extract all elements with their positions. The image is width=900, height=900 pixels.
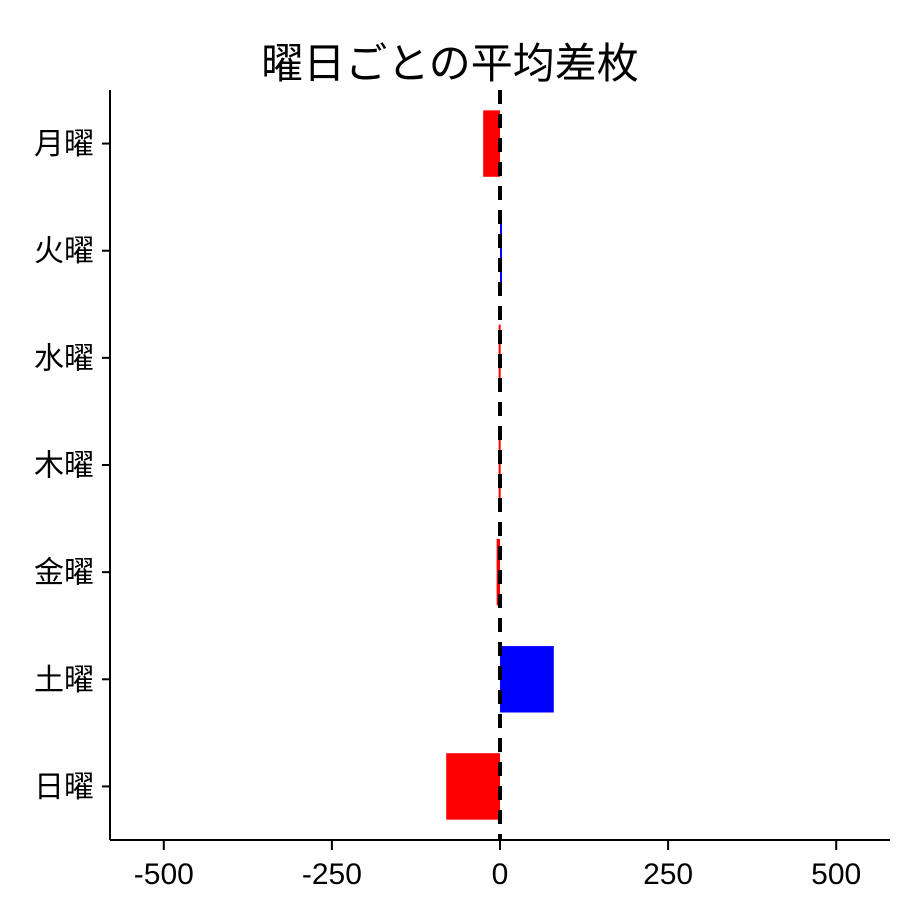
y-tick-label: 月曜 — [34, 128, 94, 161]
bar-5 — [500, 646, 554, 712]
y-tick-label: 土曜 — [34, 664, 94, 697]
y-tick-label: 木曜 — [34, 450, 94, 483]
x-tick-label: -250 — [302, 858, 362, 891]
chart-title: 曜日ごとの平均差枚 — [0, 14, 900, 91]
chart-container: -500 -250 0 250 500 月曜火曜水曜木曜金曜土曜日曜 — [0, 0, 900, 900]
x-tick-label: -500 — [134, 858, 194, 891]
y-tick-label: 日曜 — [34, 771, 94, 804]
y-tick-label: 火曜 — [34, 235, 94, 268]
x-tick-label: 500 — [811, 858, 861, 891]
x-tick-label: 0 — [492, 858, 509, 891]
bar-1 — [500, 218, 502, 284]
bar-0 — [483, 110, 500, 176]
bar-chart: -500 -250 0 250 500 月曜火曜水曜木曜金曜土曜日曜 — [0, 0, 900, 900]
bar-6 — [446, 753, 500, 819]
y-tick-label: 金曜 — [34, 557, 94, 590]
y-tick-label: 水曜 — [34, 342, 94, 375]
x-tick-label: 250 — [643, 858, 693, 891]
bar-3 — [499, 432, 501, 498]
